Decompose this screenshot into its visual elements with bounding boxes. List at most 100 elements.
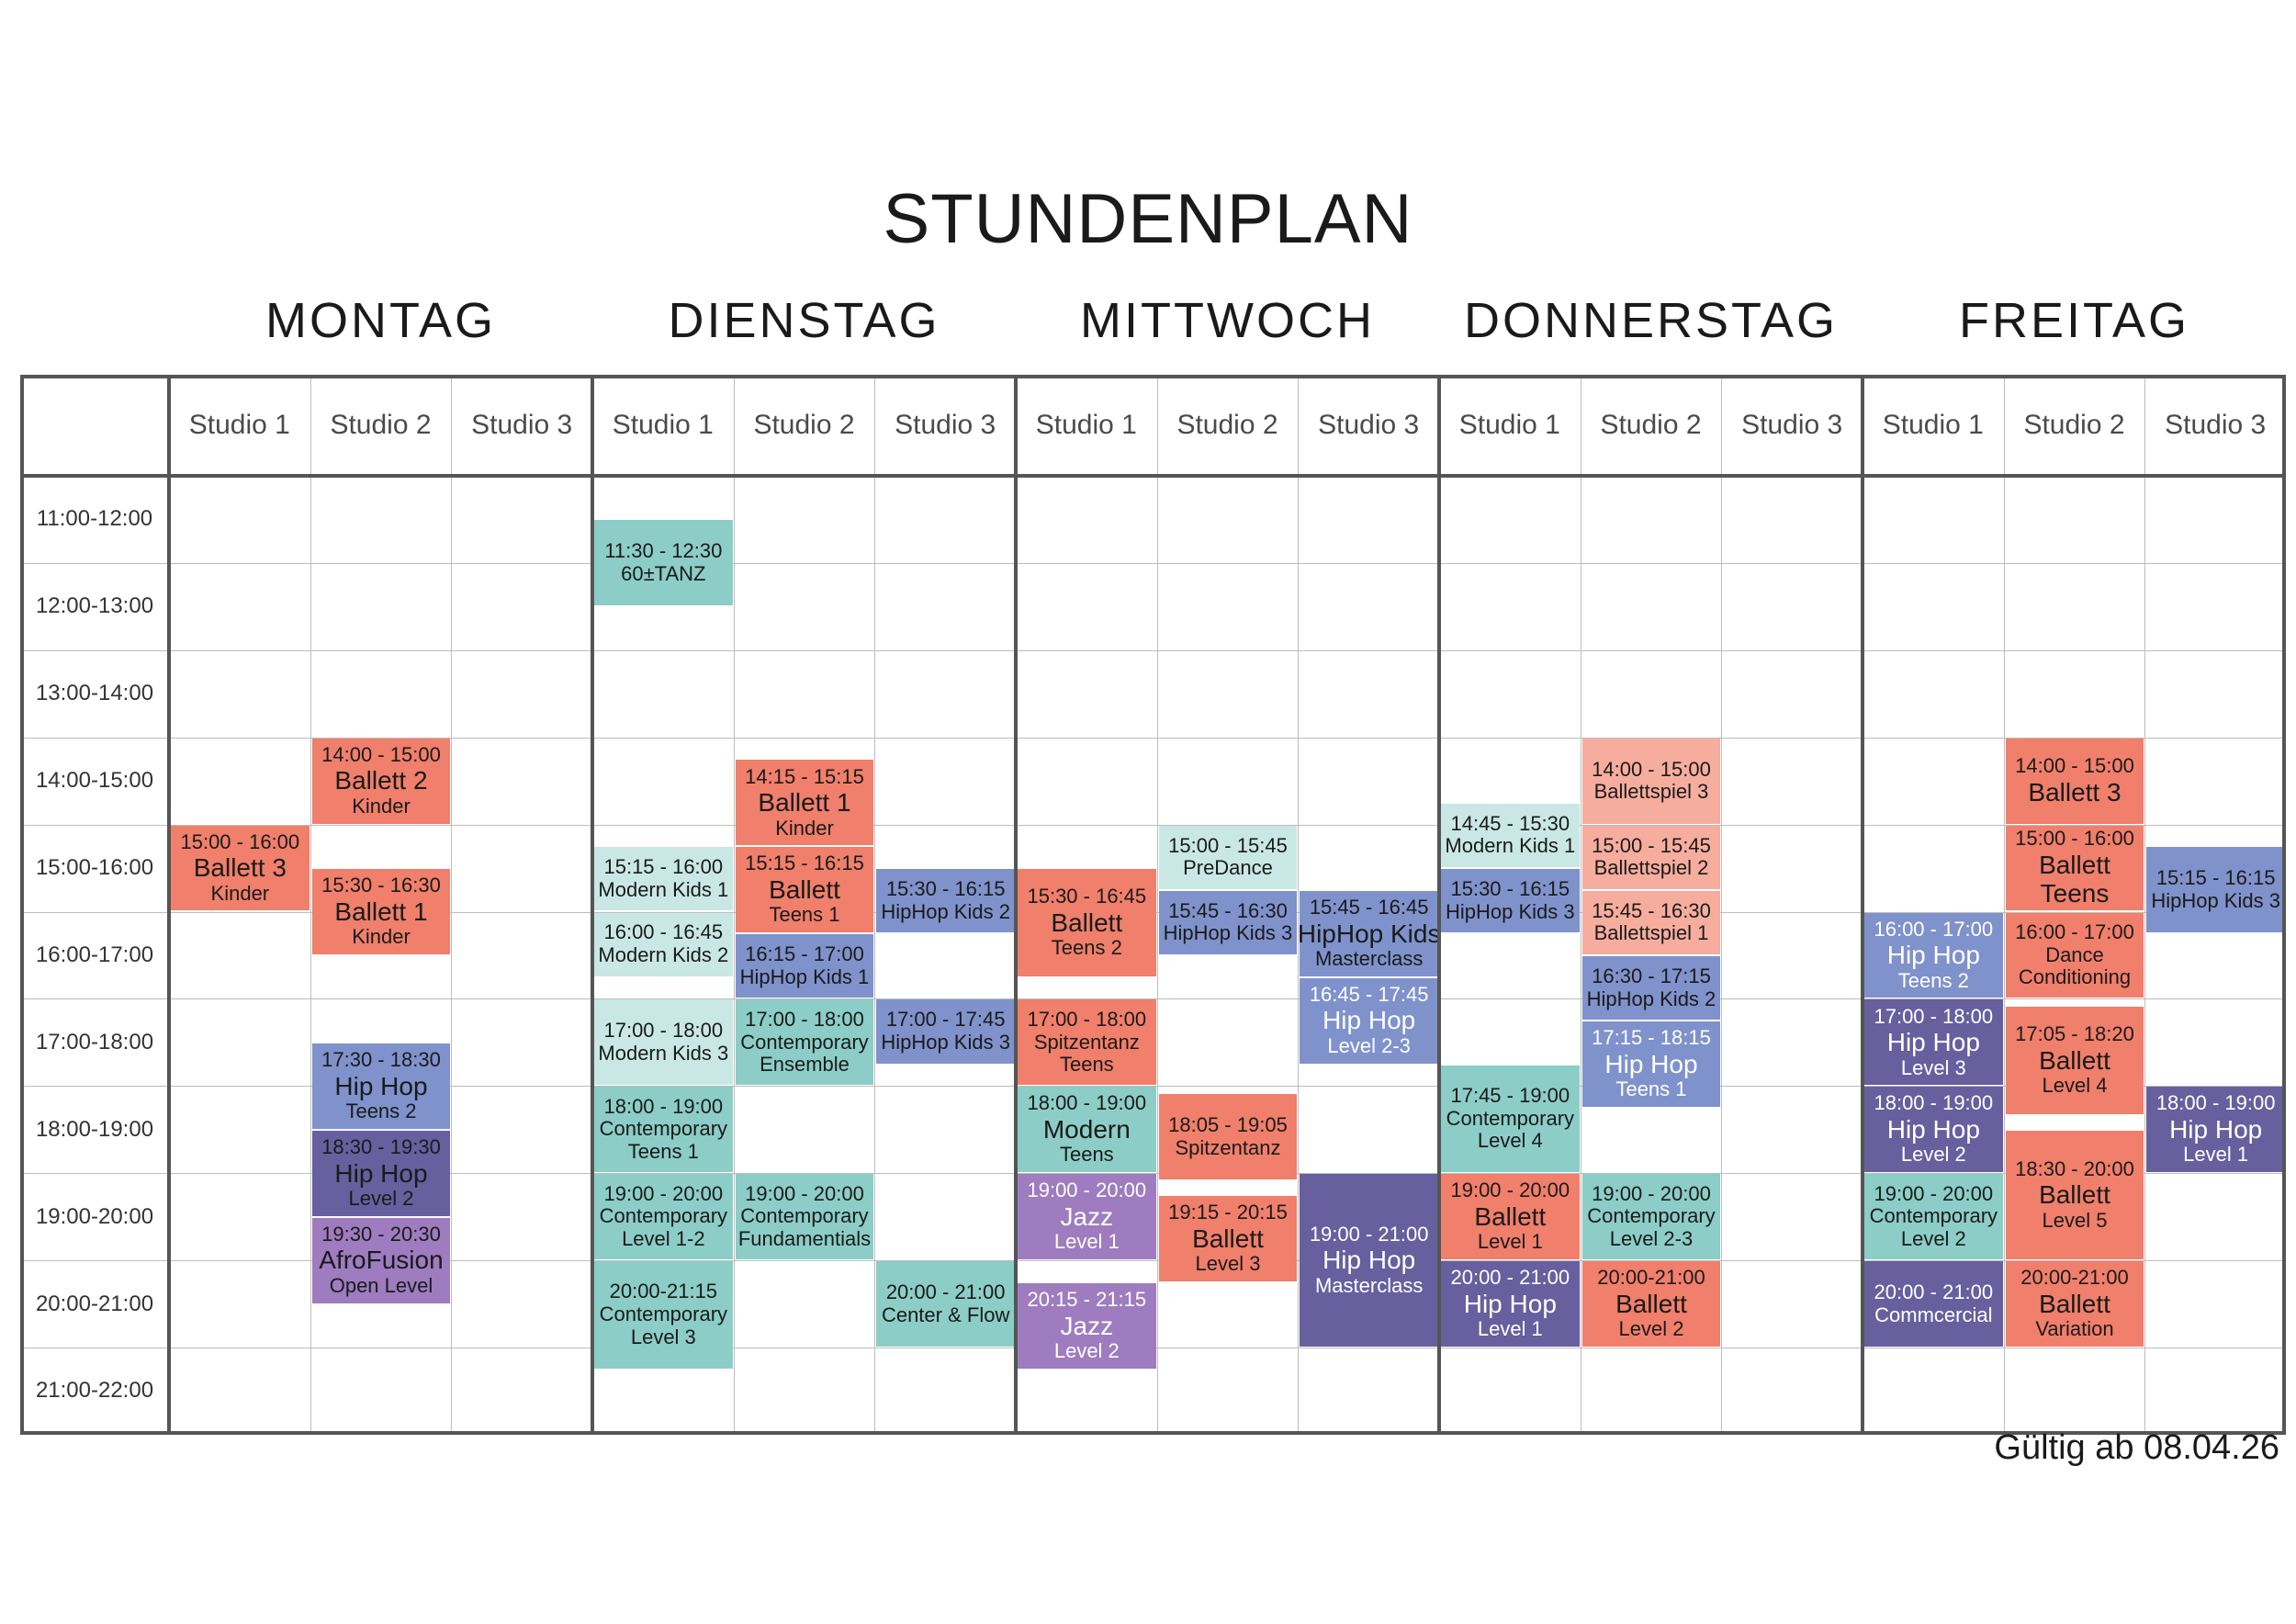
class-block[interactable]: 15:45 - 16:30 HipHop Kids 3: [1158, 890, 1298, 954]
class-block[interactable]: 16:15 - 17:00 HipHop Kids 1: [735, 934, 874, 998]
class-time: 17:00 - 18:00: [745, 1007, 864, 1031]
class-block[interactable]: 14:45 - 15:30 Modern Kids 1: [1441, 803, 1580, 868]
class-block[interactable]: 15:00 - 16:00 Ballett 3 Kinder: [171, 825, 310, 911]
class-block[interactable]: 20:00 - 21:00 Center & Flow: [876, 1261, 1015, 1347]
time-slot-label: 16:00-17:00: [35, 942, 154, 967]
class-level: Teens: [2040, 879, 2110, 908]
class-level: Level 2: [1900, 1143, 1966, 1167]
class-block[interactable]: 20:00 - 21:00 Commcercial: [1864, 1261, 2003, 1347]
class-name: HipHop Kids 1: [739, 964, 870, 988]
class-level: Masterclass: [1314, 946, 1424, 970]
class-block[interactable]: 15:00 - 15:45 PreDance: [1158, 825, 1298, 889]
class-level: Teens 1: [1615, 1077, 1687, 1101]
class-block[interactable]: 18:05 - 19:05 Spitzentanz: [1158, 1094, 1298, 1180]
class-time: 17:05 - 18:20: [2015, 1022, 2134, 1046]
time-slot-label: 20:00-21:00: [35, 1291, 154, 1316]
class-level: Level 2-3: [1609, 1226, 1694, 1250]
class-block[interactable]: 19:00 - 21:00 Hip Hop Masterclass: [1300, 1174, 1438, 1347]
grid-line: [20, 649, 2286, 651]
class-block[interactable]: 19:15 - 20:15 Ballett Level 3: [1158, 1195, 1298, 1281]
class-name: Modern Kids 2: [598, 943, 729, 967]
class-level: Teens: [1059, 1053, 1114, 1077]
class-time: 14:15 - 15:15: [745, 764, 864, 788]
class-block[interactable]: 17:05 - 18:20 Ballett Level 4: [2005, 1007, 2144, 1114]
class-time: 15:45 - 16:30: [1168, 898, 1288, 922]
class-block[interactable]: 17:00 - 17:45 HipHop Kids 3: [876, 999, 1015, 1064]
class-time: 16:00 - 17:00: [2015, 920, 2134, 943]
class-time: 17:15 - 18:15: [1592, 1026, 1711, 1050]
class-name: Ballett: [1051, 908, 1123, 937]
studio-header: Studio 3: [1318, 410, 1420, 440]
class-block[interactable]: 15:00 - 16:00 Ballett Teens: [2005, 825, 2144, 911]
class-name: Ballett: [1192, 1224, 1264, 1253]
class-name: Contemporary: [1587, 1204, 1716, 1228]
class-block[interactable]: 20:00-21:00 Ballett Variation: [2005, 1261, 2144, 1347]
class-time: 19:00 - 20:00: [1874, 1181, 1994, 1205]
class-block[interactable]: 15:00 - 15:45 Ballettspiel 2: [1581, 825, 1721, 889]
class-block[interactable]: 14:00 - 15:00 Ballett 2 Kinder: [311, 738, 451, 824]
class-name: Center & Flow: [881, 1303, 1010, 1326]
class-time: 18:30 - 20:00: [2015, 1156, 2134, 1180]
class-name: Modern Kids 1: [1445, 834, 1576, 858]
class-block[interactable]: 16:00 - 17:00 Hip Hop Teens 2: [1864, 912, 2003, 998]
class-block[interactable]: 20:00-21:00 Ballett Level 2: [1581, 1261, 1721, 1347]
class-level: Fundamentials: [737, 1226, 872, 1250]
class-block[interactable]: 19:00 - 20:00 Contemporary Level 2-3: [1581, 1174, 1721, 1260]
schedule-grid: Studio 1 Studio 2 Studio 3 Studio 1 Studio 2…: [20, 375, 2286, 1435]
class-time: 15:15 - 16:15: [2155, 866, 2276, 890]
class-block[interactable]: 20:00 - 21:00 Hip Hop Level 1: [1441, 1261, 1580, 1347]
class-block[interactable]: 17:00 - 18:00 Spitzentanz Teens: [1018, 999, 1156, 1086]
class-block[interactable]: 17:15 - 18:15 Hip Hop Teens 1: [1581, 1021, 1721, 1108]
class-block[interactable]: 19:00 - 20:00 Contemporary Fundamentials: [735, 1174, 874, 1260]
class-block[interactable]: 15:45 - 16:45 HipHop Kids Masterclass: [1300, 890, 1438, 976]
class-block[interactable]: 15:45 - 16:30 Ballettspiel 1: [1581, 890, 1721, 954]
class-level: Level 1-2: [622, 1226, 705, 1250]
class-block[interactable]: 15:15 - 16:00 Modern Kids 1: [594, 847, 733, 911]
class-block[interactable]: 16:00 - 16:45 Modern Kids 2: [594, 912, 733, 976]
class-block[interactable]: 19:30 - 20:30 AfroFusion Open Level: [311, 1217, 451, 1303]
class-block[interactable]: 16:00 - 17:00 Dance Conditioning: [2005, 912, 2144, 998]
day-label-mittwoch: MITTWOCH: [1080, 293, 1375, 348]
class-block[interactable]: 18:00 - 19:00 Contemporary Teens 1: [594, 1087, 733, 1173]
class-block[interactable]: 14:00 - 15:00 Ballettspiel 3: [1581, 738, 1721, 824]
class-block[interactable]: 14:15 - 15:15 Ballett 1 Kinder: [735, 760, 874, 846]
class-block[interactable]: 11:30 - 12:30 60±TANZ: [594, 520, 733, 606]
class-block[interactable]: 18:30 - 20:00 Ballett Level 5: [2005, 1130, 2144, 1260]
class-block[interactable]: 18:00 - 19:00 Hip Hop Level 1: [2146, 1087, 2285, 1173]
class-block[interactable]: 19:00 - 20:00 Jazz Level 1: [1018, 1174, 1156, 1260]
class-block[interactable]: 15:15 - 16:15 Ballett Teens 1: [735, 847, 874, 933]
class-block[interactable]: 15:15 - 16:15 HipHop Kids 3: [2146, 847, 2285, 933]
class-block[interactable]: 16:45 - 17:45 Hip Hop Level 2-3: [1300, 977, 1438, 1064]
class-block[interactable]: 17:00 - 18:00 Hip Hop Level 3: [1864, 999, 2003, 1086]
class-name: PreDance: [1183, 856, 1273, 880]
class-block[interactable]: 18:30 - 19:30 Hip Hop Level 2: [311, 1130, 451, 1216]
class-block[interactable]: 20:15 - 21:15 Jazz Level 2: [1018, 1282, 1156, 1369]
class-block[interactable]: 19:00 - 20:00 Contemporary Level 1-2: [594, 1174, 733, 1260]
class-block[interactable]: 15:30 - 16:15 HipHop Kids 3: [1441, 869, 1580, 933]
class-name: Modern Kids 3: [598, 1041, 729, 1065]
class-time: 20:00 - 21:00: [1874, 1280, 1994, 1303]
class-block[interactable]: 16:30 - 17:15 HipHop Kids 2: [1581, 955, 1721, 1021]
grid-line: [2282, 375, 2286, 1435]
class-level: Ensemble: [760, 1053, 850, 1077]
class-time: 20:00-21:00: [1597, 1266, 1705, 1290]
class-block[interactable]: 17:00 - 18:00 Modern Kids 3: [594, 999, 733, 1086]
class-name: Ballett: [2039, 1180, 2110, 1210]
class-name: Hip Hop: [1886, 1028, 1980, 1057]
class-name: Hip Hop: [334, 1071, 428, 1100]
class-time: 15:30 - 16:15: [885, 877, 1006, 900]
class-block[interactable]: 15:30 - 16:45 Ballett Teens 2: [1018, 869, 1156, 976]
class-block[interactable]: 19:00 - 20:00 Contemporary Level 2: [1864, 1174, 2003, 1260]
class-block[interactable]: 17:30 - 18:30 Hip Hop Teens 2: [311, 1043, 451, 1129]
class-block[interactable]: 19:00 - 20:00 Ballett Level 1: [1441, 1174, 1580, 1260]
class-block[interactable]: 14:00 - 15:00 Ballett 3: [2005, 738, 2144, 824]
class-block[interactable]: 15:30 - 16:15 HipHop Kids 2: [876, 869, 1015, 933]
class-block[interactable]: 17:45 - 19:00 Contemporary Level 4: [1441, 1065, 1580, 1173]
class-block[interactable]: 20:00-21:15 Contemporary Level 3: [594, 1261, 733, 1369]
class-level: Masterclass: [1314, 1273, 1424, 1297]
class-block[interactable]: 18:00 - 19:00 Modern Teens: [1018, 1087, 1156, 1173]
class-block[interactable]: 15:30 - 16:30 Ballett 1 Kinder: [311, 869, 451, 954]
class-block[interactable]: 18:00 - 19:00 Hip Hop Level 2: [1864, 1087, 2003, 1173]
class-time: 16:00 - 17:00: [1874, 917, 1994, 941]
class-block[interactable]: 17:00 - 18:00 Contemporary Ensemble: [735, 999, 874, 1086]
